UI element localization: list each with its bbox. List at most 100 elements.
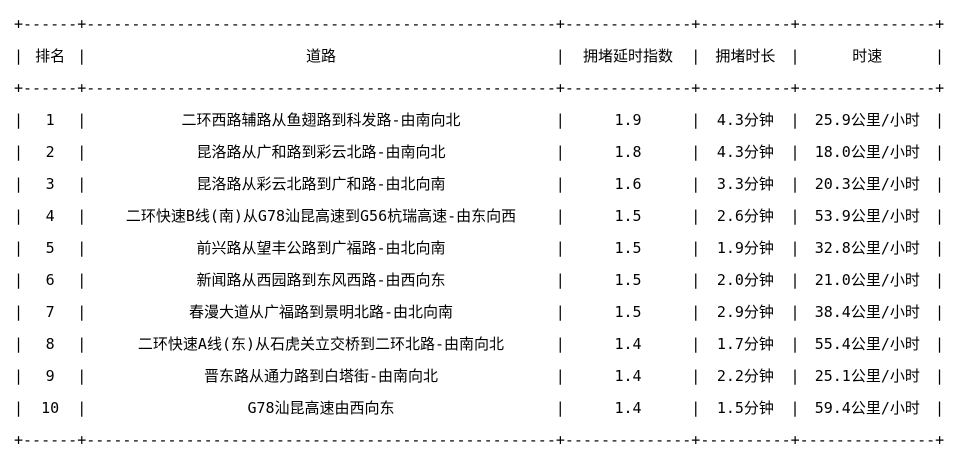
column-separator: |: [691, 111, 701, 129]
column-header-road: 道路: [305, 47, 336, 65]
column-separator: |: [77, 303, 87, 321]
column-separator: |: [77, 367, 87, 385]
cell-speed: 25.1公里/小时: [814, 367, 920, 385]
column-separator: |: [935, 303, 945, 321]
cell-rank: 5: [45, 239, 55, 257]
column-separator: |: [790, 207, 800, 225]
cell-road: 新闻路从西园路到东风西路-由西向东: [196, 271, 446, 289]
cell-rank: 6: [45, 271, 55, 289]
cell-road: 晋东路从通力路到白塔街-由南向北: [203, 367, 439, 385]
cell-road: 二环快速A线(东)从石虎关立交桥到二环北路-由南向北: [137, 335, 505, 353]
column-header-speed: 时速: [852, 47, 883, 65]
cell-speed: 59.4公里/小时: [814, 399, 920, 417]
column-separator: |: [14, 303, 24, 321]
cell-rank: 4: [45, 207, 55, 225]
column-separator: |: [77, 239, 87, 257]
cell-delay-index: 1.5: [614, 207, 642, 225]
column-separator: |: [77, 47, 87, 65]
cell-delay-index: 1.4: [614, 335, 642, 353]
cell-road: 昆洛路从广和路到彩云北路-由南向北: [196, 143, 446, 161]
cell-delay-index: 1.5: [614, 239, 642, 257]
column-separator: |: [77, 271, 87, 289]
column-separator: |: [935, 175, 945, 193]
column-separator: |: [691, 303, 701, 321]
cell-rank: 8: [45, 335, 55, 353]
cell-duration: 3.3分钟: [716, 175, 774, 193]
table-header-separator: +------+--------------------------------…: [14, 79, 945, 97]
cell-speed: 38.4公里/小时: [814, 303, 920, 321]
column-separator: |: [14, 175, 24, 193]
cell-delay-index: 1.4: [614, 367, 642, 385]
cell-duration: 2.0分钟: [716, 271, 774, 289]
cell-road: G78汕昆高速由西向东: [247, 399, 395, 417]
column-separator: |: [555, 239, 565, 257]
cell-delay-index: 1.9: [614, 111, 642, 129]
column-separator: |: [14, 399, 24, 417]
column-separator: |: [691, 335, 701, 353]
column-separator: |: [691, 175, 701, 193]
cell-speed: 55.4公里/小时: [814, 335, 920, 353]
column-separator: |: [555, 47, 565, 65]
cell-road: 昆洛路从彩云北路到广和路-由北向南: [196, 175, 446, 193]
column-separator: |: [790, 271, 800, 289]
column-separator: |: [14, 271, 24, 289]
column-separator: |: [14, 239, 24, 257]
column-separator: |: [14, 207, 24, 225]
cell-road: 前兴路从望丰公路到广福路-由北向南: [196, 239, 446, 257]
cell-rank: 3: [45, 175, 55, 193]
column-separator: |: [790, 239, 800, 257]
table-top-border: +------+--------------------------------…: [14, 15, 945, 33]
table-row: | 10 | G78汕昆高速由西向东 | 1.4 | 1.5分钟 | 59.4公里/小时 |: [14, 392, 944, 424]
column-separator: |: [935, 143, 945, 161]
cell-delay-index: 1.8: [614, 143, 642, 161]
column-separator: |: [555, 143, 565, 161]
column-separator: |: [77, 335, 87, 353]
cell-duration: 4.3分钟: [716, 111, 774, 129]
column-separator: |: [935, 399, 945, 417]
column-separator: |: [555, 303, 565, 321]
column-separator: |: [691, 367, 701, 385]
cell-road: 二环快速B线(南)从G78汕昆高速到G56杭瑞高速-由东向西: [125, 207, 517, 225]
column-separator: |: [691, 207, 701, 225]
cell-speed: 18.0公里/小时: [814, 143, 920, 161]
table-row: | 8 | 二环快速A线(东)从石虎关立交桥到二环北路-由南向北 | 1.4 | 1.7分钟 |…: [14, 328, 944, 360]
column-separator: |: [691, 399, 701, 417]
cell-speed: 32.8公里/小时: [814, 239, 920, 257]
column-header-rank: 排名: [35, 47, 66, 65]
column-separator: |: [555, 207, 565, 225]
cell-rank: 2: [45, 143, 55, 161]
table-bottom-border: +------+--------------------------------…: [14, 431, 945, 449]
cell-speed: 20.3公里/小时: [814, 175, 920, 193]
column-separator: |: [691, 239, 701, 257]
column-separator: |: [935, 367, 945, 385]
cell-rank: 1: [45, 111, 55, 129]
column-separator: |: [555, 111, 565, 129]
column-separator: |: [77, 207, 87, 225]
cell-speed: 25.9公里/小时: [814, 111, 920, 129]
column-separator: |: [691, 271, 701, 289]
column-separator: |: [555, 271, 565, 289]
column-separator: |: [935, 47, 945, 65]
column-separator: |: [790, 143, 800, 161]
cell-delay-index: 1.4: [614, 399, 642, 417]
column-separator: |: [935, 239, 945, 257]
table-row: | 1 | 二环西路辅路从鱼翅路到科发路-由南向北 | 1.9 | 4.3分钟 | 25.9公里/…: [14, 104, 944, 136]
cell-speed: 53.9公里/小时: [814, 207, 920, 225]
column-separator: |: [691, 143, 701, 161]
cell-road: 二环西路辅路从鱼翅路到科发路-由南向北: [181, 111, 461, 129]
table-row: | 5 | 前兴路从望丰公路到广福路-由北向南 | 1.5 | 1.9分钟 | 32.8公里/小时…: [14, 232, 944, 264]
column-separator: |: [555, 175, 565, 193]
cell-duration: 1.7分钟: [716, 335, 774, 353]
table-row: | 2 | 昆洛路从广和路到彩云北路-由南向北 | 1.8 | 4.3分钟 | 18.0公里/小时…: [14, 136, 944, 168]
cell-speed: 21.0公里/小时: [814, 271, 920, 289]
column-separator: |: [935, 111, 945, 129]
cell-rank: 9: [45, 367, 55, 385]
table-header-row: | 排名 | 道路 | 拥堵延时指数 | 拥堵时长 | 时速 |: [14, 40, 944, 72]
column-separator: |: [790, 175, 800, 193]
cell-delay-index: 1.6: [614, 175, 642, 193]
column-separator: |: [14, 335, 24, 353]
cell-road: 春漫大道从广福路到景明北路-由北向南: [188, 303, 454, 321]
cell-duration: 2.6分钟: [716, 207, 774, 225]
column-separator: |: [77, 143, 87, 161]
cell-duration: 2.9分钟: [716, 303, 774, 321]
